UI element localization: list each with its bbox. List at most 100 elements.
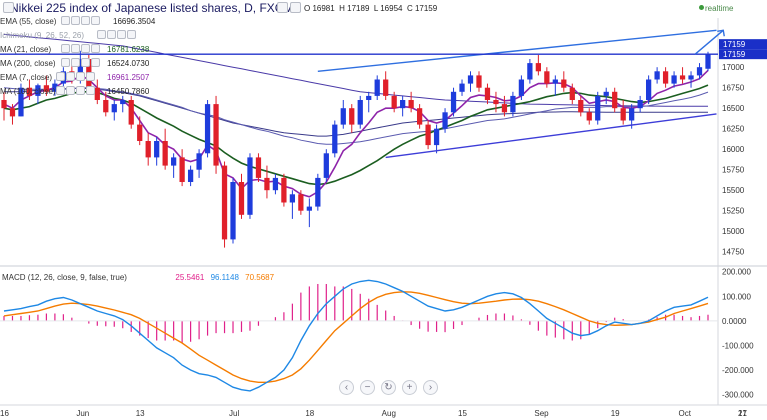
forecast-arrow	[694, 29, 724, 55]
indicator-buttons[interactable]	[56, 72, 96, 83]
indicator-buttons[interactable]	[61, 44, 101, 55]
macd-tick-label: -200.000	[722, 366, 754, 375]
candle-body	[264, 177, 270, 191]
candle-body	[459, 83, 465, 92]
candle-body	[552, 79, 558, 84]
candle-body	[518, 79, 525, 96]
scroll-left-button[interactable]: ‹	[339, 380, 354, 395]
candle-body	[391, 95, 397, 109]
time-tick-label: Jun	[76, 409, 89, 418]
collapse-toggle-icon[interactable]	[3, 2, 14, 13]
candle-body	[9, 108, 16, 117]
candle-body	[612, 91, 618, 109]
candle-body	[154, 141, 160, 158]
candle-body	[383, 79, 389, 96]
macd-line	[3, 279, 709, 392]
indicator-buttons[interactable]	[61, 16, 101, 27]
candle-body	[298, 194, 304, 211]
reset-button[interactable]: ↻	[381, 380, 396, 395]
macd-hist-value: 25.5461	[175, 273, 205, 282]
ma200-line	[3, 33, 708, 107]
indicator-value: 16524.0730	[107, 59, 150, 68]
ohlc-high: H 17189	[339, 4, 370, 13]
hide-icon[interactable]	[290, 2, 301, 13]
time-tick-label: Jul	[229, 409, 239, 418]
candle-body	[637, 100, 643, 109]
candle-body	[94, 87, 100, 100]
time-tick-label: 21	[738, 409, 747, 418]
candle-body	[484, 87, 491, 100]
indicator-label: MA (200, close)	[0, 59, 56, 68]
indicator-label: EMA (7, close)	[0, 73, 53, 82]
macd-tick-label: 0.0000	[722, 317, 747, 326]
candle-body	[569, 87, 575, 100]
candle-body	[654, 71, 660, 80]
candle-body	[187, 169, 194, 182]
candle-body	[493, 100, 499, 105]
macd-tick-label: 200.000	[722, 268, 751, 277]
indicator-buttons[interactable]	[61, 58, 101, 69]
candle-body	[26, 87, 33, 96]
candle-body	[204, 104, 211, 154]
candle-body	[1, 100, 7, 109]
candle-body	[255, 157, 262, 178]
price-tick-label: 14750	[722, 248, 745, 257]
indicator-label: MA (100, close)	[0, 87, 56, 96]
indicator-buttons[interactable]	[97, 30, 137, 41]
candle-body	[111, 104, 117, 113]
candle-body	[323, 153, 329, 178]
settings-icon[interactable]	[277, 2, 288, 13]
chart-header: Nikkei 225 index of Japanese listed shar…	[0, 0, 767, 18]
candle-body	[349, 108, 355, 125]
candle-body	[103, 100, 109, 113]
candle-body	[196, 153, 202, 170]
zoom-in-button[interactable]: +	[402, 380, 417, 395]
candle-body	[450, 91, 457, 113]
zoom-out-button[interactable]: −	[360, 380, 375, 395]
time-tick-label: 15	[458, 409, 467, 418]
candle-body	[645, 79, 652, 100]
candle-body	[679, 75, 686, 80]
price-badge-label: 17159	[723, 50, 746, 59]
price-badge	[719, 49, 767, 60]
candle-body	[315, 177, 321, 207]
realtime-dot-icon	[699, 5, 704, 10]
candle-body	[120, 100, 126, 105]
macd-signal-line	[3, 291, 709, 383]
price-tick-label: 16250	[722, 125, 745, 134]
macd-tick-label: -100.000	[722, 341, 754, 350]
scroll-right-button[interactable]: ›	[423, 380, 438, 395]
candle-body	[221, 165, 228, 240]
candle-body	[442, 112, 448, 129]
ema55-line	[3, 87, 709, 145]
candle-body	[595, 95, 601, 121]
candle-body	[230, 182, 236, 240]
macd-signal-value: 70.5687	[245, 273, 275, 282]
time-tick-label: 13	[136, 409, 145, 418]
indicator-label: Ichimoku (9, 26, 52, 26)	[0, 31, 85, 40]
candle-body	[671, 75, 677, 84]
candle-body	[281, 177, 287, 203]
candle-body	[586, 112, 592, 121]
price-tick-label: 15250	[722, 207, 745, 216]
realtime-label: realtime	[705, 4, 734, 13]
ma100-line	[4, 88, 708, 137]
candle-body	[162, 141, 168, 166]
price-badge	[719, 39, 767, 50]
candle-body	[128, 100, 134, 125]
price-tick-label: 16750	[722, 84, 745, 93]
trendline-lower	[385, 113, 717, 159]
candle-body	[289, 194, 296, 203]
candle-body	[696, 67, 703, 76]
trendline-upper	[317, 29, 717, 72]
candle-body	[620, 108, 626, 121]
ohlc-readout: O 16981 H 17189 L 16954 C 17159	[304, 4, 437, 13]
time-tick-label: 17	[738, 409, 747, 418]
ohlc-low: L 16954	[373, 4, 403, 13]
time-tick-label: 19	[611, 409, 620, 418]
candle-body	[662, 71, 669, 84]
indicator-buttons[interactable]	[56, 86, 96, 97]
indicator-value: 16781.6238	[107, 45, 150, 54]
macd-legend[interactable]: MACD (12, 26, close, 9, false, true) 25.…	[2, 273, 278, 282]
